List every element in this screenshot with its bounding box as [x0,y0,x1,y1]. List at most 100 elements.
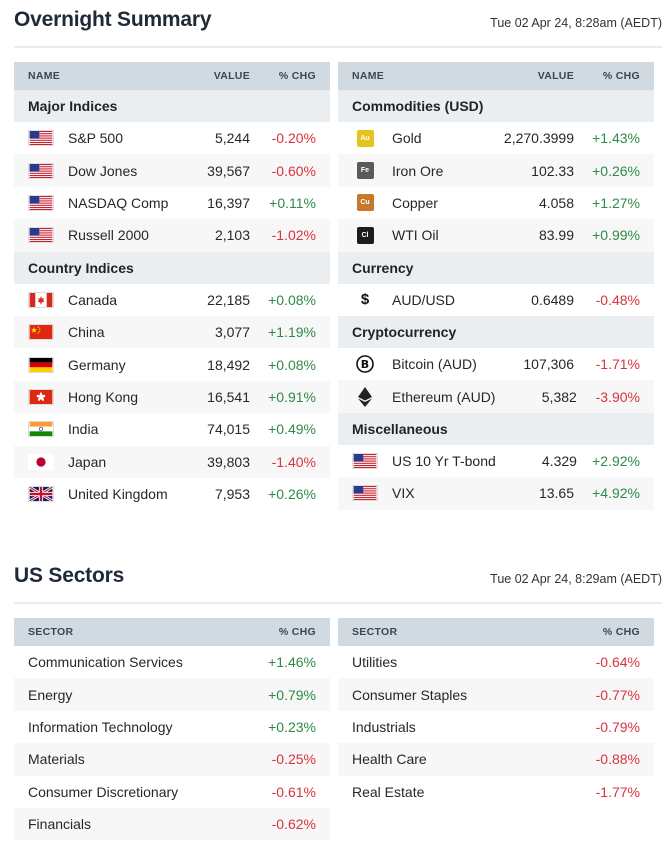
table-row[interactable]: Au Gold 2,270.3999 +1.43% [338,122,654,154]
table-row[interactable]: Cl WTI Oil 83.99 +0.99% [338,219,654,252]
bitcoin-icon: B [352,355,378,373]
table-row[interactable]: Cu Copper 4.058 +1.27% [338,187,654,219]
column-header-chg: % CHG [602,70,640,82]
sectors-right-table: SECTOR % CHG Utilities -0.64% Consumer Sta… [338,618,654,808]
svg-text:B: B [361,358,369,371]
table-row[interactable]: Canada 22,185 +0.08% [14,284,330,316]
row-value: 5,244 [214,130,250,147]
row-name: United Kingdom [68,486,168,503]
row-change: +0.26% [592,162,640,179]
table-row[interactable]: Consumer Discretionary -0.61% [14,776,330,808]
table-row[interactable]: S&P 500 5,244 -0.20% [14,122,330,154]
table-row[interactable]: Health Care -0.88% [338,743,654,776]
row-name: Bitcoin (AUD) [392,356,477,373]
table-header: SECTOR % CHG [338,618,654,646]
table-row[interactable]: Utilities -0.64% [338,646,654,678]
table-row[interactable]: India 74,015 +0.49% [14,413,330,445]
table-row[interactable]: Industrials -0.79% [338,711,654,743]
overnight-summary-header: Overnight Summary Tue 02 Apr 24, 8:28am … [14,8,662,42]
japan-flag-icon [28,453,54,470]
table-row[interactable]: Fe Iron Ore 102.33 +0.26% [338,154,654,187]
row-change: -0.20% [271,130,316,147]
row-name: US 10 Yr T-bond [392,452,496,469]
table-row[interactable]: Financials -0.62% [14,807,330,841]
table-row[interactable]: Materials -0.25% [14,743,330,776]
row-change: +0.26% [268,486,316,503]
table-row[interactable]: VIX 13.65 +4.92% [338,477,654,510]
overnight-right-table: NAME VALUE % CHG Commodities (USD) Au Gold… [338,62,654,510]
column-header-value: VALUE [213,70,250,82]
sector-change: -0.79% [595,718,640,735]
column-header-value: VALUE [537,70,574,82]
row-name: India [68,421,99,438]
table-row[interactable]: Japan 39,803 -1.40% [14,445,330,478]
table-row[interactable]: United Kingdom 7,953 +0.26% [14,478,330,510]
group-header: Commodities (USD) [338,90,654,122]
table-row[interactable]: $ AUD/USD 0.6489 -0.48% [338,284,654,316]
group-header: Miscellaneous [338,412,654,445]
row-name: Copper [392,194,438,211]
row-value: 4.329 [541,452,577,469]
column-header-name: NAME [28,70,61,82]
group-header: Currency [338,251,654,284]
row-value: 22,185 [207,291,250,308]
sector-name: Information Technology [28,718,173,735]
row-change: +0.91% [268,388,316,405]
us-flag-icon [28,194,54,211]
oil-icon: Cl [352,226,378,244]
table-row[interactable]: Germany 18,492 +0.08% [14,348,330,380]
row-change: +0.49% [268,421,316,438]
sector-name: Health Care [352,751,427,768]
row-value: 102.33 [531,162,574,179]
column-header-chg: % CHG [278,626,316,638]
column-header-chg: % CHG [278,70,316,82]
row-name: S&P 500 [68,130,124,147]
overnight-summary-timestamp: Tue 02 Apr 24, 8:28am (AEDT) [490,16,662,30]
row-value: 18,492 [207,356,250,373]
row-change: -1.71% [595,356,640,373]
india-flag-icon [28,421,54,438]
sector-change: +0.79% [268,686,316,703]
table-header: NAME VALUE % CHG [338,62,654,90]
row-change: -0.48% [595,291,640,308]
dollar-icon: $ [360,291,370,309]
table-row[interactable]: B Bitcoin (AUD) 107,306 -1.71% [338,348,654,380]
table-row[interactable]: Dow Jones 39,567 -0.60% [14,154,330,187]
sector-name: Materials [28,751,85,768]
table-row[interactable]: Real Estate -1.77% [338,776,654,808]
row-value: 2,270.3999 [503,130,574,147]
table-row[interactable]: NASDAQ Comp 16,397 +0.11% [14,187,330,219]
table-body: Communication Services +1.46% Energy +0.79%… [14,646,330,841]
table-row[interactable]: Hong Kong 16,541 +0.91% [14,380,330,414]
row-change: +0.99% [592,227,640,244]
row-value: 7,953 [214,486,250,503]
row-change: -0.60% [271,162,316,179]
germany-flag-icon [28,356,54,373]
table-row[interactable]: Ethereum (AUD) 5,382 -3.90% [338,380,654,413]
row-name: Japan [68,453,107,470]
sector-change: -0.61% [271,783,316,800]
table-row[interactable]: Russell 2000 2,103 -1.02% [14,219,330,252]
table-row[interactable]: Communication Services +1.46% [14,646,330,678]
overnight-left-table: NAME VALUE % CHG Major Indices S&P 500 5,2… [14,62,330,510]
table-row[interactable]: US 10 Yr T-bond 4.329 +2.92% [338,445,654,477]
table-row[interactable]: Energy +0.79% [14,678,330,711]
row-change: -1.40% [271,453,316,470]
row-change: +0.08% [268,356,316,373]
group-header: Country Indices [14,251,330,284]
row-value: 2,103 [214,227,250,244]
row-name: Russell 2000 [68,227,149,244]
sector-name: Industrials [352,718,416,735]
table-row[interactable]: Consumer Staples -0.77% [338,678,654,711]
canada-flag-icon [28,291,54,308]
sector-change: -0.25% [271,751,316,768]
row-change: -3.90% [595,388,640,405]
row-change: +0.11% [269,194,316,211]
row-change: +4.92% [592,485,640,502]
group-header: Major Indices [14,90,330,122]
table-row[interactable]: Information Technology +0.23% [14,711,330,743]
row-value: 13.65 [538,485,574,502]
sector-name: Financials [28,816,92,833]
group-header: Cryptocurrency [338,315,654,348]
table-row[interactable]: China 3,077 +1.19% [14,315,330,349]
